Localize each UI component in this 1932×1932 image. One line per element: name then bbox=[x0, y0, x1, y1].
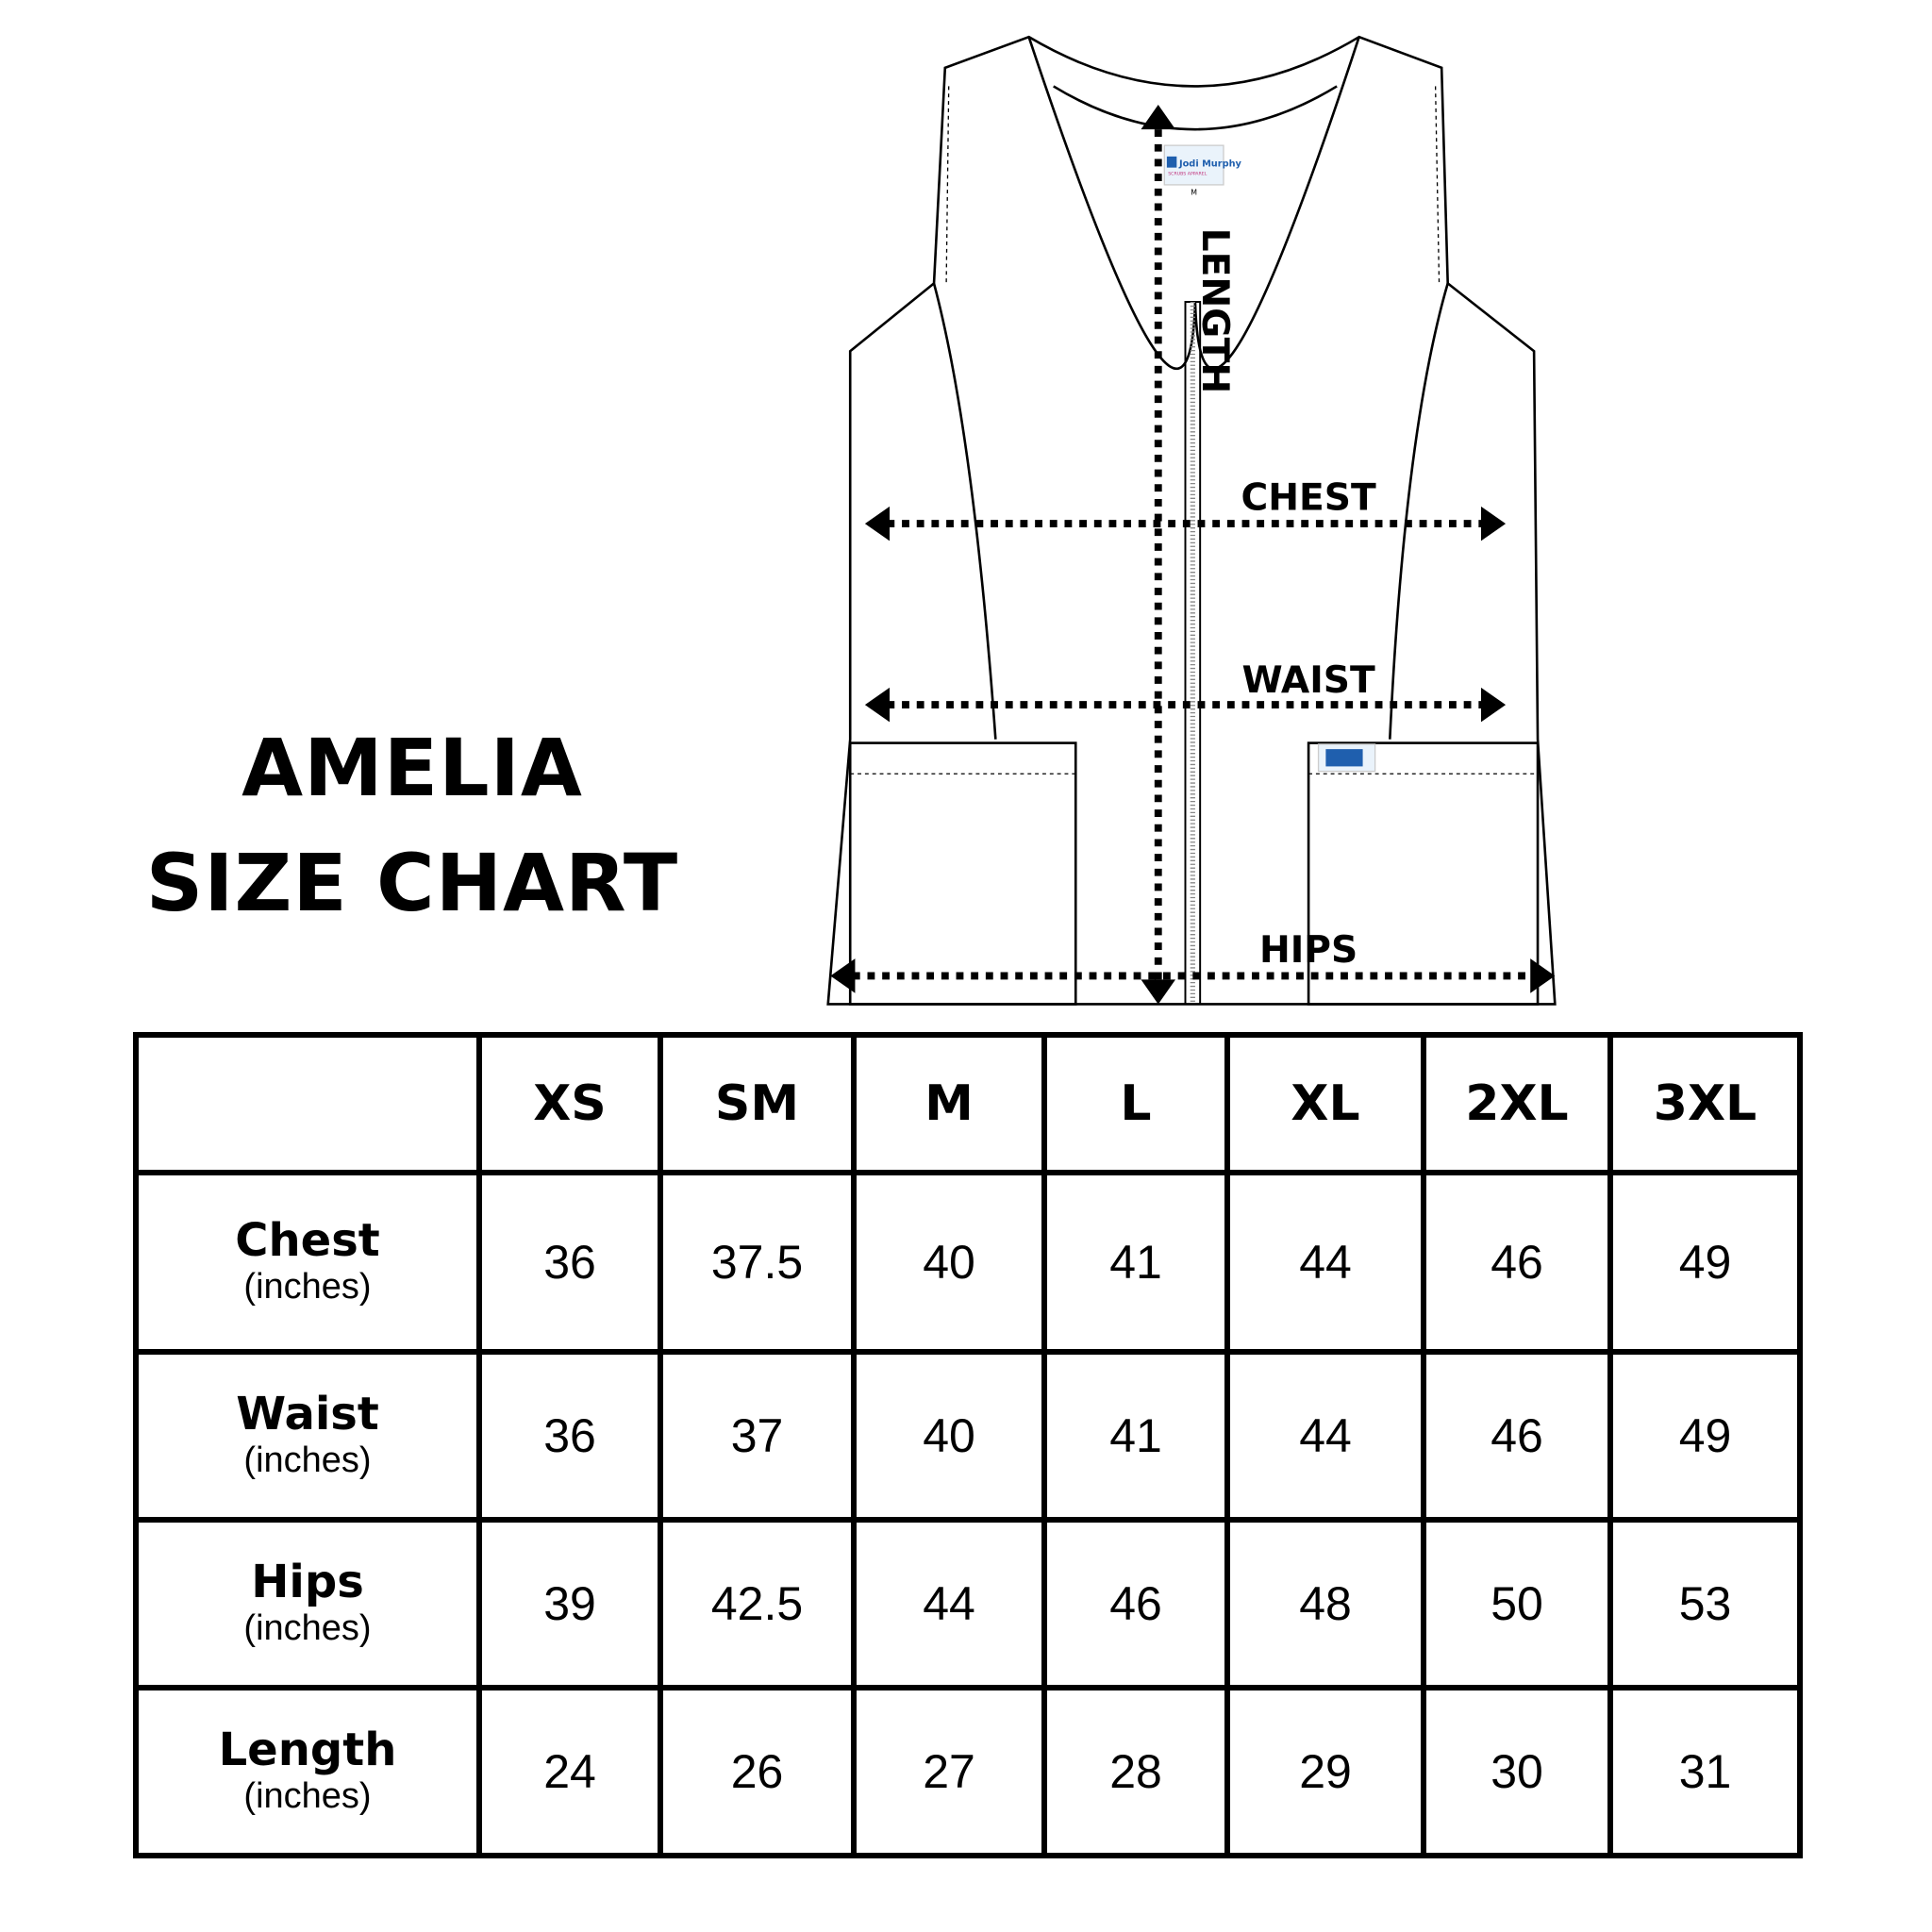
arrow-down-icon bbox=[1141, 979, 1176, 1005]
table-cell: 44 bbox=[1224, 1170, 1426, 1355]
row-header: Hips (inches) bbox=[133, 1517, 482, 1690]
table-row-hips: Hips (inches) 39 42.5 44 46 48 50 53 bbox=[133, 1517, 1803, 1690]
header-3xl: 3XL bbox=[1607, 1032, 1803, 1175]
arrowheads bbox=[830, 105, 1556, 1005]
table-cell: 50 bbox=[1421, 1517, 1613, 1690]
header-row: XS SM M L XL 2XL 3XL bbox=[133, 1032, 1803, 1175]
table-cell: 30 bbox=[1421, 1685, 1613, 1858]
header-sm: SM bbox=[658, 1032, 857, 1175]
table-cell: 36 bbox=[476, 1349, 663, 1523]
table-row-length: Length (inches) 24 26 27 28 29 30 31 bbox=[133, 1685, 1803, 1858]
measure-unit: (inches) bbox=[243, 1266, 372, 1307]
header-m: M bbox=[851, 1032, 1047, 1175]
table-cell: 46 bbox=[1421, 1349, 1613, 1523]
measure-unit: (inches) bbox=[243, 1775, 372, 1816]
table-cell: 48 bbox=[1224, 1517, 1426, 1690]
table-cell: 40 bbox=[851, 1349, 1047, 1523]
brand-tagline: SCRUBS APPAREL bbox=[1168, 171, 1208, 176]
size-table: XS SM M L XL 2XL 3XL Chest (inches) 36 37.5… bbox=[133, 1032, 1803, 1858]
measure-name: Length bbox=[218, 1723, 397, 1776]
measure-name: Waist bbox=[236, 1387, 379, 1441]
header-xl: XL bbox=[1224, 1032, 1426, 1175]
table-cell: 39 bbox=[476, 1517, 663, 1690]
table-cell: 44 bbox=[1224, 1349, 1426, 1523]
table-row-chest: Chest (inches) 36 37.5 40 41 44 46 49 bbox=[133, 1170, 1803, 1355]
row-header: Chest (inches) bbox=[133, 1170, 482, 1355]
vest-outline bbox=[826, 35, 1557, 1006]
table-cell: 46 bbox=[1041, 1517, 1230, 1690]
measure-name: Chest bbox=[235, 1213, 380, 1267]
chest-label: CHEST bbox=[1241, 477, 1376, 520]
table-cell: 36 bbox=[476, 1170, 663, 1355]
tag-size: M bbox=[1191, 188, 1197, 196]
header-2xl: 2XL bbox=[1421, 1032, 1613, 1175]
measure-name: Hips bbox=[251, 1555, 364, 1608]
table-cell: 53 bbox=[1607, 1517, 1803, 1690]
table-cell: 29 bbox=[1224, 1685, 1426, 1858]
brand-name: Jodi Murphy bbox=[1178, 158, 1242, 169]
table-cell: 49 bbox=[1607, 1349, 1803, 1523]
table-cell: 37.5 bbox=[658, 1170, 857, 1355]
measure-unit: (inches) bbox=[243, 1440, 372, 1480]
table-row-waist: Waist (inches) 36 37 40 41 44 46 49 bbox=[133, 1349, 1803, 1523]
measure-lines bbox=[852, 129, 1535, 984]
arrow-up-icon bbox=[1141, 105, 1176, 130]
arrow-left-icon bbox=[830, 958, 856, 993]
table-cell: 46 bbox=[1421, 1170, 1613, 1355]
table-cell: 44 bbox=[851, 1517, 1047, 1690]
table-cell: 27 bbox=[851, 1685, 1047, 1858]
table-cell: 49 bbox=[1607, 1170, 1803, 1355]
length-label: LENGTH bbox=[1193, 228, 1236, 393]
table-cell: 28 bbox=[1041, 1685, 1230, 1858]
arrow-left-icon bbox=[864, 687, 891, 723]
pocket-logo-icon bbox=[1325, 749, 1363, 767]
row-header: Waist (inches) bbox=[133, 1349, 482, 1523]
arrow-right-icon bbox=[1530, 958, 1556, 993]
measure-unit: (inches) bbox=[243, 1607, 372, 1648]
title-line-2: SIZE CHART bbox=[145, 837, 679, 929]
arrow-left-icon bbox=[864, 506, 891, 541]
brand-logo-icon bbox=[1166, 156, 1177, 168]
waist-label: WAIST bbox=[1241, 659, 1375, 702]
table-cell: 24 bbox=[476, 1685, 663, 1858]
header-xs: XS bbox=[476, 1032, 663, 1175]
table-cell: 42.5 bbox=[658, 1517, 857, 1690]
table-cell: 40 bbox=[851, 1170, 1047, 1355]
row-header: Length (inches) bbox=[133, 1685, 482, 1858]
title-line-1: AMELIA bbox=[242, 722, 583, 814]
table-cell: 31 bbox=[1607, 1685, 1803, 1858]
hips-label: HIPS bbox=[1259, 929, 1357, 972]
header-l: L bbox=[1041, 1032, 1230, 1175]
table-cell: 26 bbox=[658, 1685, 857, 1858]
table-cell: 41 bbox=[1041, 1349, 1230, 1523]
arrow-right-icon bbox=[1480, 687, 1507, 723]
header-corner bbox=[133, 1032, 482, 1175]
table-cell: 37 bbox=[658, 1349, 857, 1523]
arrow-right-icon bbox=[1480, 506, 1507, 541]
table-cell: 41 bbox=[1041, 1170, 1230, 1355]
